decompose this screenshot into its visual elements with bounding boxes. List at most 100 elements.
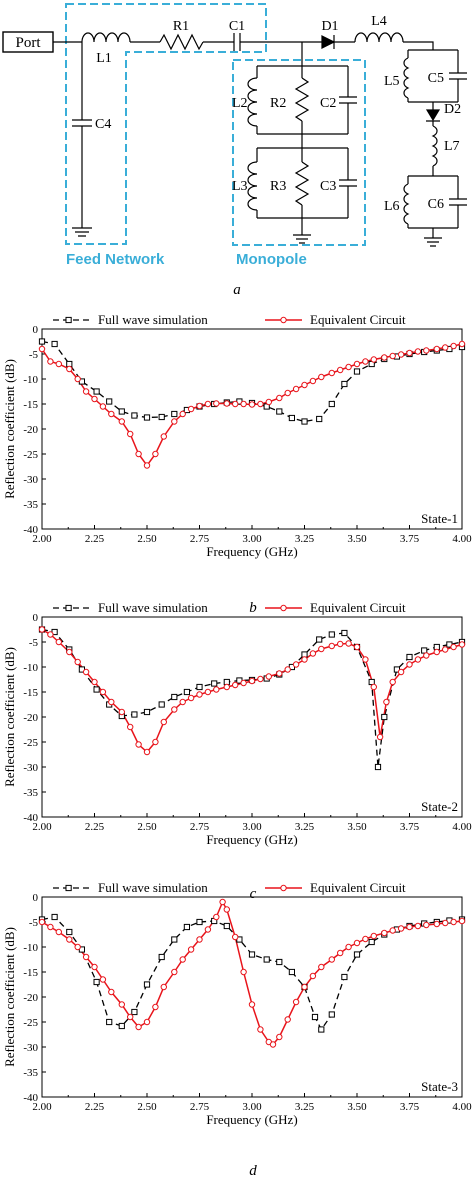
data-point-equivalent (108, 410, 115, 418)
data-point-equivalent (423, 921, 430, 929)
data-point-equivalent (301, 983, 308, 991)
x-tick-label: 3.00 (242, 821, 262, 833)
y-tick-label: -20 (23, 992, 38, 1004)
data-point-full-wave (93, 978, 100, 986)
data-point-equivalent (442, 646, 449, 653)
legend-label-full-wave: Full wave simulation (98, 880, 208, 895)
data-point-equivalent (318, 373, 325, 381)
data-point-full-wave (276, 958, 283, 966)
y-tick-label: 0 (33, 324, 39, 336)
data-point-full-wave (368, 938, 375, 946)
data-point-equivalent (160, 718, 168, 726)
data-point-equivalent (99, 976, 107, 983)
inductor-l2 (247, 77, 258, 127)
data-point-equivalent (397, 668, 405, 676)
x-tick-label: 3.50 (347, 1101, 367, 1113)
x-tick-label: 2.00 (32, 533, 52, 545)
data-point-full-wave (158, 701, 165, 708)
data-point-equivalent (433, 345, 440, 353)
data-point-equivalent (66, 936, 73, 943)
y-tick-label: -35 (23, 787, 38, 799)
x-tick-label: 4.00 (452, 821, 472, 833)
y-tick-label: -30 (23, 1042, 38, 1054)
data-point-full-wave (171, 693, 178, 701)
x-tick-label: 2.25 (85, 1101, 105, 1113)
inductor-l6 (403, 183, 410, 225)
data-point-equivalent (213, 686, 220, 693)
data-point-equivalent (257, 1026, 264, 1033)
series-line-full-wave (41, 916, 463, 1031)
inductor-l3 (247, 161, 258, 211)
y-tick-label: -35 (23, 499, 38, 511)
data-point-full-wave (318, 1026, 325, 1033)
data-point-full-wave (51, 340, 58, 348)
data-point-equivalent (66, 365, 73, 373)
x-tick-label: 4.00 (452, 533, 472, 545)
data-point-equivalent (99, 403, 107, 410)
label-l2: L2 (232, 96, 248, 111)
data-point-full-wave (118, 1022, 125, 1030)
capacitor-c2 (339, 96, 357, 104)
data-point-full-wave (158, 413, 165, 421)
x-tick-label: 3.25 (295, 533, 315, 545)
data-point-equivalent (370, 356, 377, 363)
x-tick-label: 2.50 (137, 821, 157, 833)
x-tick-label: 2.50 (137, 533, 157, 545)
data-point-equivalent (328, 956, 335, 963)
label-l5: L5 (384, 74, 400, 89)
data-point-equivalent (337, 366, 344, 374)
data-point-equivalent (196, 691, 203, 698)
y-tick-label: -30 (23, 762, 38, 774)
data-point-full-wave (316, 415, 323, 423)
data-point-equivalent (135, 741, 142, 748)
data-point-equivalent (55, 928, 62, 936)
inductor-l5 (403, 57, 410, 99)
data-point-equivalent (196, 402, 203, 410)
data-point-full-wave (171, 410, 178, 418)
y-tick-label: -25 (23, 449, 38, 461)
data-point-equivalent (240, 968, 247, 976)
data-point-full-wave (38, 338, 46, 345)
data-point-equivalent (376, 733, 384, 741)
data-point-full-wave (288, 414, 295, 422)
series-line-full-wave (41, 628, 463, 768)
data-point-equivalent (47, 923, 54, 931)
y-tick-label: -5 (29, 349, 39, 361)
data-point-equivalent (442, 919, 449, 927)
data-point-equivalent (47, 631, 54, 638)
data-point-equivalent (450, 918, 457, 926)
x-tick-label: 2.75 (190, 533, 210, 545)
legend-label-equivalent: Equivalent Circuit (310, 312, 406, 327)
data-point-equivalent (91, 395, 98, 403)
x-tick-label: 3.50 (347, 821, 367, 833)
data-point-equivalent (187, 694, 195, 702)
data-point-equivalent (127, 723, 134, 731)
data-point-equivalent (257, 675, 264, 683)
y-tick-label: -20 (23, 712, 38, 724)
data-point-equivalent (450, 342, 457, 350)
y-tick-label: -25 (23, 1017, 38, 1029)
data-point-full-wave (374, 763, 382, 771)
y-axis-label: Reflection coefficient (dB) (2, 359, 17, 499)
y-axis-label: Reflection coefficient (dB) (2, 647, 17, 787)
state-label: State-1 (421, 511, 458, 526)
data-point-full-wave (353, 951, 361, 958)
data-point-equivalent (118, 418, 126, 425)
resistor-r2 (294, 77, 310, 122)
data-point-equivalent (152, 1003, 159, 1011)
y-tick-label: -40 (23, 524, 38, 536)
data-point-equivalent (152, 450, 159, 458)
data-point-equivalent (171, 418, 178, 425)
data-point-full-wave (311, 1013, 319, 1021)
label-r2: R2 (270, 96, 286, 111)
y-tick-label: -15 (23, 687, 38, 699)
data-point-equivalent (328, 369, 335, 377)
data-point-equivalent (406, 349, 413, 357)
data-point-full-wave (328, 400, 335, 408)
data-point-equivalent (108, 698, 115, 706)
y-tick-label: -35 (23, 1067, 38, 1079)
data-point-equivalent (389, 927, 396, 934)
y-axis-label: Reflection coefficient (dB) (2, 927, 17, 1067)
data-point-full-wave (171, 936, 178, 943)
data-point-equivalent (82, 668, 90, 676)
